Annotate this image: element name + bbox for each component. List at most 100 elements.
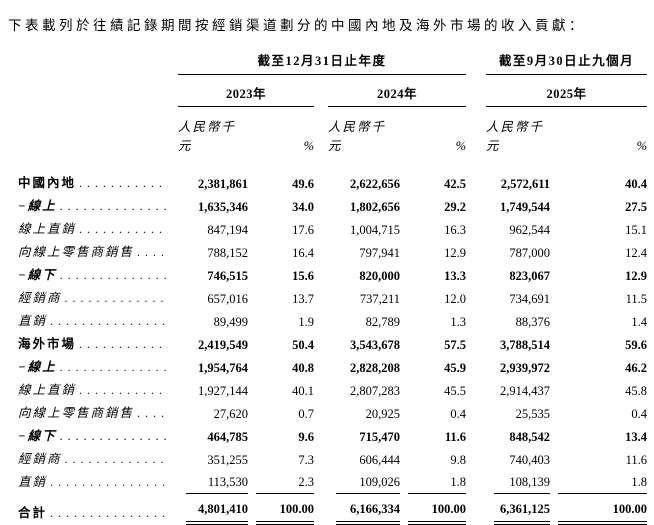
percent-value: 59.6 [625, 338, 648, 352]
amount-cell: 2,939,972 [486, 356, 550, 379]
amount-value: 108,139 [494, 475, 551, 494]
column-spacer [466, 264, 486, 287]
percent-value: 29.2 [444, 200, 467, 214]
table-row: −線上 1,954,764 40.8 2,828,208 45.9 2,939,972 46… [8, 356, 647, 379]
amount-cell: 1,927,144 [178, 379, 248, 402]
amount-value: 797,941 [359, 246, 400, 260]
leader-dots [79, 176, 168, 191]
year-2024-label: 2024年 [328, 75, 467, 107]
row-label-cell: 直銷 [8, 310, 178, 333]
amount-value: 847,194 [207, 223, 248, 237]
percent-cell: 1.8 [400, 471, 467, 494]
row-label-inner: 經銷商 [18, 448, 178, 471]
percent-cell: 0.4 [550, 402, 647, 425]
percent-cell: 100.00 [248, 494, 314, 525]
percent-cell: 1.9 [248, 310, 314, 333]
percent-value: 40.1 [292, 384, 314, 398]
percent-cell: 11.6 [400, 425, 466, 448]
amount-value: 1,927,144 [198, 384, 248, 398]
row-label-inner: −線上 [18, 356, 178, 379]
table-row: 線上直銷 847,194 17.6 1,004,715 16.3 962,544 15.1 [8, 218, 647, 241]
percent-value: 12.9 [444, 246, 467, 260]
amount-cell: 2,828,208 [328, 356, 400, 379]
table-row: 向線上零售商銷售 788,152 16.4 797,941 12.9 787,000 12.… [8, 241, 647, 264]
amount-value: 2,419,549 [198, 338, 248, 352]
percent-value: 1.8 [408, 475, 467, 494]
column-spacer [466, 287, 486, 310]
column-spacer [314, 264, 328, 287]
row-label: −線下 [18, 429, 57, 443]
amount-cell: 1,802,656 [328, 195, 400, 218]
amount-cell: 737,211 [328, 287, 400, 310]
percent-value: 16.4 [292, 246, 314, 260]
amount-value: 734,691 [509, 292, 551, 306]
column-spacer [314, 379, 328, 402]
amount-value: 715,470 [359, 430, 400, 444]
percent-cell: 15.1 [550, 218, 647, 241]
percent-cell: 100.00 [550, 494, 648, 525]
amount-cell: 82,789 [328, 310, 400, 333]
table-row: 向線上零售商銷售 27,620 0.7 20,925 0.4 25,535 0.4 [8, 402, 647, 425]
column-spacer [314, 218, 328, 241]
percent-value: 1.3 [450, 315, 467, 329]
unit-header-2024: 人民幣千元 [328, 120, 387, 153]
percent-cell: 9.8 [400, 448, 466, 471]
percent-cell: 45.8 [550, 379, 647, 402]
row-label: 海外市場 [18, 337, 77, 351]
table-row: −線上 1,635,346 34.0 1,802,656 29.2 1,749,544 27… [8, 195, 647, 218]
amount-value: 3,788,514 [500, 338, 551, 352]
percent-value: 13.7 [292, 292, 314, 306]
column-spacer [466, 333, 486, 356]
leader-dots [50, 475, 168, 490]
period-annual-header: 截至12月31日止年度 [178, 50, 467, 75]
column-spacer [466, 356, 486, 379]
empty-cell [8, 75, 178, 107]
row-label-cell: −線下 [8, 425, 178, 448]
amount-cell: 2,419,549 [178, 333, 248, 356]
percent-header-2025: % [636, 139, 648, 153]
amount-cell: 88,376 [486, 310, 550, 333]
amount-value: 1,004,715 [350, 223, 400, 237]
percent-cell: 7.3 [248, 448, 314, 471]
unit-header-row: 人民幣千元 % 人民幣千元 % 人民幣千元 % [8, 107, 647, 172]
amount-cell: 787,000 [486, 241, 550, 264]
row-label-cell: 中國內地 [8, 172, 178, 195]
amount-cell: 1,635,346 [178, 195, 248, 218]
table-body: 中國內地 2,381,861 49.6 2,622,656 42.5 2,572,611 4… [8, 172, 648, 525]
percent-value: 1.9 [298, 315, 314, 329]
amount-value: 1,635,346 [198, 200, 248, 214]
amount-cell: 715,470 [328, 425, 400, 448]
row-label: 中國內地 [18, 176, 77, 190]
percent-cell: 2.3 [248, 471, 314, 494]
percent-cell: 13.4 [550, 425, 647, 448]
amount-cell: 962,544 [486, 218, 550, 241]
percent-value: 45.9 [444, 361, 467, 375]
leader-dots [50, 506, 168, 521]
column-spacer [466, 310, 486, 333]
percent-cell: 34.0 [248, 195, 314, 218]
row-label-inner: 直銷 [18, 471, 178, 494]
unit-header-2025: 人民幣千元 [486, 120, 545, 153]
row-label: 線上直銷 [18, 383, 77, 397]
period-ninemonths-label: 截至9月30日止九個月 [486, 50, 648, 75]
row-label-inner: 海外市場 [18, 333, 178, 356]
amount-cell: 1,954,764 [178, 356, 248, 379]
row-label-cell: 線上直銷 [8, 218, 178, 241]
period-annual-label: 截至12月31日止年度 [178, 50, 467, 75]
row-label-cell: −線下 [8, 264, 178, 287]
percent-cell: 1.8 [550, 471, 648, 494]
percent-value: 0.4 [450, 407, 467, 421]
column-spacer [314, 287, 328, 310]
amount-cell: 27,620 [178, 402, 248, 425]
row-label-cell: 向線上零售商銷售 [8, 241, 178, 264]
percent-cell: 0.4 [400, 402, 466, 425]
percent-value: 0.7 [298, 407, 314, 421]
amount-cell: 3,543,678 [328, 333, 400, 356]
row-label-cell: 線上直銷 [8, 379, 178, 402]
amount-value: 962,544 [509, 223, 551, 237]
percent-value: 42.5 [444, 177, 467, 191]
amount-value: 2,807,283 [350, 384, 400, 398]
amount-value: 848,542 [509, 430, 551, 444]
column-spacer [466, 448, 486, 471]
percent-cell: 40.8 [248, 356, 314, 379]
